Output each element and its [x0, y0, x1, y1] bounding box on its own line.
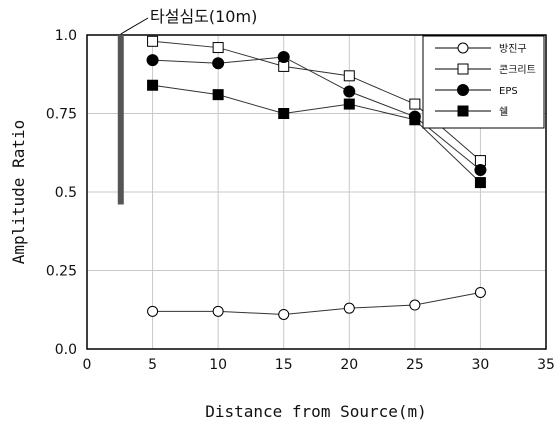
- data-point: [474, 286, 486, 298]
- annotation-leader-line: [120, 17, 149, 35]
- data-point: [212, 42, 224, 54]
- data-point: [147, 35, 159, 47]
- data-point: [147, 305, 159, 317]
- legend-label: 콘크리트: [499, 64, 536, 76]
- x-tick-label: 25: [406, 357, 424, 373]
- data-point: [474, 177, 486, 189]
- legend-marker: [457, 63, 469, 75]
- data-point: [409, 114, 421, 126]
- data-point: [277, 50, 290, 63]
- data-point: [409, 98, 421, 110]
- series-4: [147, 79, 486, 189]
- data-point: [343, 98, 355, 110]
- series-line: [152, 84, 481, 183]
- x-tick-labels: 0 5 10 15 20 25 30 35: [83, 357, 555, 373]
- legend-entry: 콘크리트: [435, 63, 536, 76]
- series-group: [146, 35, 487, 320]
- data-point: [278, 308, 290, 320]
- legend-entry: EPS: [435, 84, 518, 97]
- data-point: [212, 305, 224, 317]
- y-tick-label: 0.5: [55, 185, 77, 201]
- x-tick-label: 0: [83, 357, 92, 373]
- y-tick-label: 0.75: [46, 107, 77, 123]
- x-tick-label: 10: [209, 357, 227, 373]
- plot-area: [86, 34, 547, 350]
- y-tick-label: 1.0: [55, 28, 77, 44]
- series-line: [152, 291, 481, 315]
- x-tick-label: 15: [275, 357, 293, 373]
- y-tick-label: 0.25: [46, 264, 77, 280]
- data-point: [343, 85, 356, 98]
- data-point: [278, 108, 290, 119]
- x-tick-label: 5: [148, 357, 157, 373]
- legend-marker: [457, 42, 469, 54]
- annotation-label: 타설심도(10m): [150, 7, 257, 26]
- x-tick-label: 35: [537, 357, 555, 373]
- legend-label: 방진구: [499, 43, 527, 55]
- legend-entry: 방진구: [435, 42, 527, 55]
- legend-marker: [457, 105, 469, 117]
- data-point: [343, 70, 355, 82]
- y-tick-label: 0.0: [55, 342, 77, 358]
- data-point: [409, 299, 421, 311]
- annotation: 타설심도(10m): [117, 7, 257, 205]
- data-point: [146, 54, 159, 67]
- legend-label: 쉘: [499, 106, 508, 118]
- x-tick-label: 20: [340, 357, 358, 373]
- legend-entry: 쉘: [435, 105, 508, 118]
- data-point: [343, 302, 355, 314]
- data-point: [147, 79, 159, 91]
- y-axis-title: Amplitude Ratio: [9, 120, 28, 265]
- legend-marker: [457, 84, 469, 96]
- legend-label: EPS: [499, 86, 518, 97]
- data-point: [212, 57, 225, 70]
- y-tick-labels: 0.0 0.25 0.5 0.75 1.0: [46, 28, 77, 358]
- data-point: [474, 164, 487, 177]
- data-point: [212, 89, 224, 101]
- x-axis-title: Distance from Source(m): [205, 402, 427, 421]
- series-1: [147, 286, 486, 320]
- legend-box: [422, 35, 545, 129]
- x-tick-label: 30: [472, 357, 490, 373]
